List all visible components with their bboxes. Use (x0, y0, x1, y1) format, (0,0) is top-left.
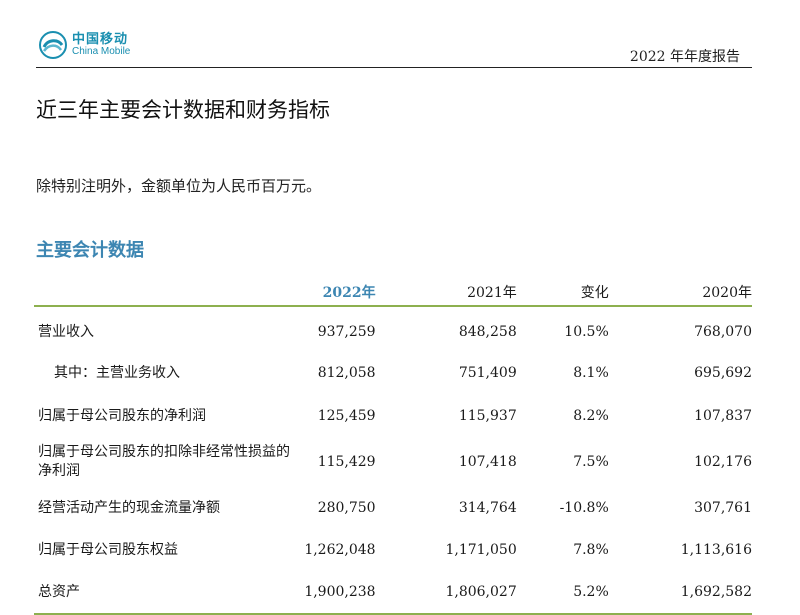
cell-2021: 1,171,050 (445, 542, 517, 558)
cell-2020: 107,837 (694, 408, 752, 424)
row-label: 其中：主营业务收入 (54, 364, 180, 381)
table-header-row: 2022年 2021年 变化 2020年 (34, 280, 752, 306)
cell-2020: 307,761 (694, 500, 752, 516)
cell-2020: 768,070 (694, 324, 752, 340)
cell-change: 8.2% (573, 408, 609, 424)
cell-2020: 695,692 (694, 365, 752, 381)
row-label: 营业收入 (38, 323, 94, 340)
header-change: 变化 (580, 285, 609, 301)
row-label: 归属于母公司股东权益 (38, 541, 178, 558)
cell-2020: 1,113,616 (680, 542, 752, 558)
table-row: 归属于母公司股东的扣除非经常性损益的净利润 115,429 107,418 7.… (34, 437, 752, 487)
section-heading: 主要会计数据 (36, 240, 144, 261)
accounting-data-table: 2022年 2021年 变化 2020年 营业收入 937,259 848,25… (34, 280, 752, 615)
row-label: 归属于母公司股东的净利润 (38, 407, 206, 424)
header-2021: 2021年 (467, 285, 517, 301)
cell-change: 8.1% (573, 365, 609, 381)
header-divider (36, 67, 752, 68)
table-row: 经营活动产生的现金流量净额 280,750 314,764 -10.8% 307… (34, 487, 752, 529)
cell-change: 5.2% (573, 584, 609, 600)
cell-2021: 314,764 (458, 500, 517, 516)
cell-change: -10.8% (559, 500, 609, 516)
cell-2020: 1,692,582 (680, 584, 752, 600)
cell-2022: 115,429 (317, 454, 376, 470)
cell-2022: 812,058 (317, 365, 376, 381)
row-label: 经营活动产生的现金流量净额 (38, 499, 220, 516)
table-row: 归属于母公司股东的净利润 125,459 115,937 8.2% 107,83… (34, 395, 752, 437)
cell-2022: 1,900,238 (304, 584, 376, 600)
table-row: 营业收入 937,259 848,258 10.5% 768,070 (34, 306, 752, 351)
cell-2021: 1,806,027 (445, 584, 517, 600)
header-label-col (34, 280, 298, 306)
logo-english-text: China Mobile (72, 45, 131, 57)
cell-change: 7.5% (573, 454, 609, 470)
cell-2020: 102,176 (694, 454, 752, 470)
cell-2022: 937,259 (317, 324, 376, 340)
cell-change: 10.5% (564, 324, 609, 340)
china-mobile-logo: 中国移动 China Mobile (38, 30, 130, 60)
currency-note: 除特别注明外，金额单位为人民币百万元。 (36, 177, 322, 195)
cell-2022: 125,459 (317, 408, 376, 424)
cell-2022: 280,750 (317, 500, 376, 516)
logo-chinese-text: 中国移动 (72, 31, 129, 47)
table-row: 归属于母公司股东权益 1,262,048 1,171,050 7.8% 1,11… (34, 529, 752, 571)
cell-2021: 107,418 (458, 454, 517, 470)
table-row: 其中：主营业务收入 812,058 751,409 8.1% 695,692 (34, 351, 752, 395)
cell-2021: 751,409 (458, 365, 517, 381)
cell-2021: 848,258 (458, 324, 517, 340)
cell-2022: 1,262,048 (304, 542, 376, 558)
header-2022: 2022年 (322, 285, 376, 301)
header-2020: 2020年 (702, 285, 752, 301)
table-row: 总资产 1,900,238 1,806,027 5.2% 1,692,582 (34, 571, 752, 614)
page-heading: 近三年主要会计数据和财务指标 (36, 98, 330, 122)
row-label: 归属于母公司股东的扣除非经常性损益的净利润 (38, 444, 290, 479)
report-title: 2022 年年度报告 (629, 49, 740, 65)
china-mobile-logo-icon (39, 31, 67, 59)
row-label: 总资产 (38, 583, 80, 600)
cell-2021: 115,937 (458, 408, 517, 424)
cell-change: 7.8% (573, 542, 609, 558)
